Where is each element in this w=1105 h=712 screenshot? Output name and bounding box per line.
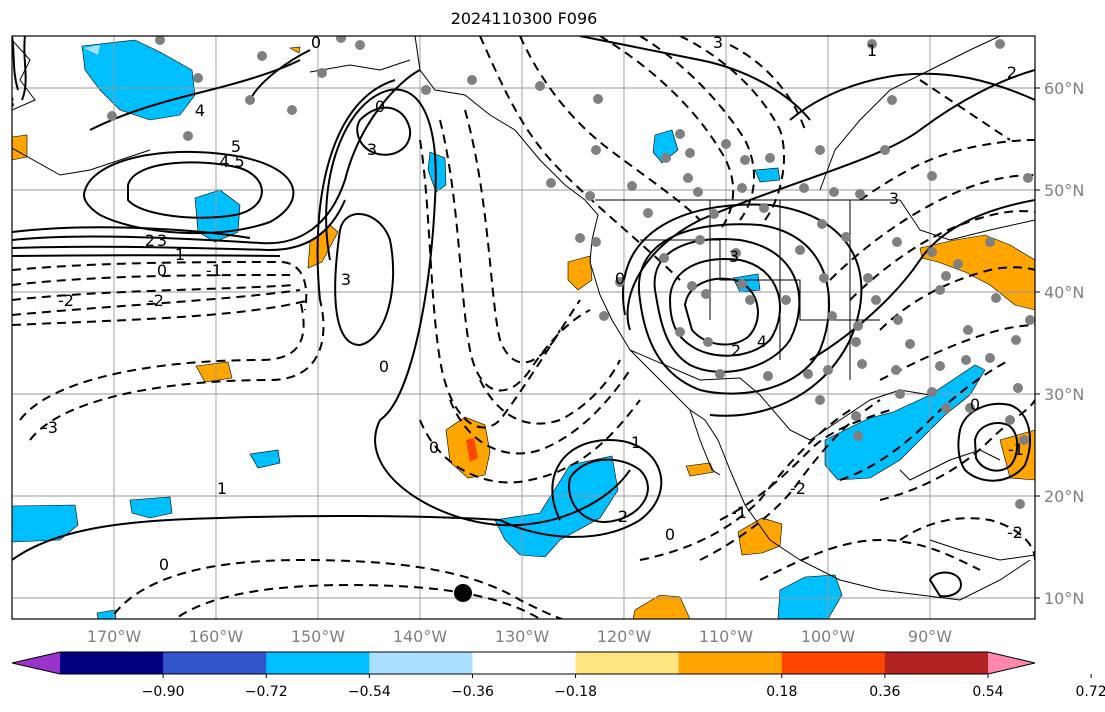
colorbar-box bbox=[369, 652, 473, 674]
colorbar-outline bbox=[11, 651, 1036, 675]
contour-label: 3 bbox=[5, 93, 15, 112]
colorbar-tick-label: 0.36 bbox=[869, 684, 900, 700]
contour-label: -3 bbox=[42, 418, 58, 437]
station-dots bbox=[107, 36, 1035, 509]
latitude-labels: 60°N 50°N 40°N 30°N 20°N 10°N bbox=[1044, 79, 1084, 608]
colorbar-tick-label: 0.54 bbox=[972, 684, 1003, 700]
contour-label: 1 bbox=[175, 245, 185, 264]
colorbar-tick-label: −0.54 bbox=[348, 684, 391, 700]
contour-label: 3 bbox=[157, 231, 167, 250]
lon-label: 100°W bbox=[801, 627, 856, 646]
colorbar-tick-label: −0.90 bbox=[142, 684, 185, 700]
contour-label: 4 bbox=[195, 101, 205, 120]
colorbar-box bbox=[884, 652, 989, 674]
colorbar-box bbox=[163, 652, 267, 674]
colorbar: −0.90 −0.72 −0.54 −0.36 −0.18 0.18 0.36 0.54 0.7… bbox=[11, 651, 1105, 700]
contour-label: 0 bbox=[665, 525, 675, 544]
contour-label: 2 bbox=[731, 341, 741, 360]
contour-label: 1 bbox=[867, 41, 877, 60]
colorbar-tick-label: −0.36 bbox=[451, 684, 494, 700]
negative-anomaly-shading bbox=[12, 39, 986, 619]
contour-label: 0 bbox=[159, 555, 169, 574]
lat-label: 50°N bbox=[1044, 181, 1084, 200]
lon-label: 160°W bbox=[189, 627, 244, 646]
colorbar-box bbox=[472, 652, 577, 674]
colorbar-box bbox=[60, 652, 164, 674]
lat-ticks bbox=[1035, 87, 1040, 599]
colorbar-extend-high bbox=[988, 652, 1035, 674]
colorbar-tick-label: −0.18 bbox=[554, 684, 597, 700]
contour-label: 4.5 bbox=[219, 152, 244, 171]
contour-label: 5 bbox=[231, 137, 241, 156]
lat-lon-grid bbox=[12, 36, 1035, 619]
strong-positive-shading bbox=[466, 438, 478, 462]
contour-label: 0 bbox=[379, 357, 389, 376]
colorbar-box bbox=[266, 652, 370, 674]
lat-label: 20°N bbox=[1044, 487, 1084, 506]
contour-label: 1 bbox=[217, 479, 227, 498]
colorbar-box bbox=[678, 652, 783, 674]
contour-label: -1 bbox=[1008, 440, 1024, 459]
colorbar-box bbox=[781, 652, 886, 674]
contour-label: 2 bbox=[145, 231, 155, 250]
contour-label: 3 bbox=[729, 247, 739, 266]
contour-label: 0 bbox=[615, 269, 625, 288]
colorbar-tick-label: 0.18 bbox=[766, 684, 797, 700]
lat-label: 60°N bbox=[1044, 79, 1084, 98]
map-title: 2024110300 F096 bbox=[450, 9, 598, 28]
lon-label: 120°W bbox=[597, 627, 652, 646]
colorbar-box bbox=[575, 652, 680, 674]
contour-label: -2 bbox=[58, 291, 74, 310]
contour-label: 3 bbox=[889, 189, 899, 208]
contour-label: -2 bbox=[148, 291, 164, 310]
contour-label: 2 bbox=[1007, 63, 1017, 82]
lon-label: 130°W bbox=[495, 627, 550, 646]
contour-label: 1 bbox=[631, 433, 641, 452]
contour-label: -2 bbox=[1007, 523, 1023, 542]
weak-negative-shading bbox=[84, 45, 100, 55]
contour-label: 3 bbox=[367, 140, 377, 159]
contour-label: 0 bbox=[375, 97, 385, 116]
positive-anomaly-shading bbox=[12, 46, 1035, 619]
lat-label: 30°N bbox=[1044, 385, 1084, 404]
lon-label: 140°W bbox=[393, 627, 448, 646]
lon-label: 170°W bbox=[87, 627, 142, 646]
contour-label: 3 bbox=[341, 270, 351, 289]
lon-label: 150°W bbox=[291, 627, 346, 646]
lat-label: 10°N bbox=[1044, 589, 1084, 608]
contour-label: -1 bbox=[206, 261, 222, 280]
hawaii-marker bbox=[454, 584, 472, 602]
colorbar-tick-label: 0.72 bbox=[1076, 684, 1105, 700]
solid-contours bbox=[12, 36, 1035, 598]
contour-label: 4 bbox=[757, 332, 767, 351]
contour-label: 3 bbox=[713, 33, 723, 52]
map-frame bbox=[11, 35, 1036, 620]
colorbar-extend-low bbox=[12, 652, 60, 674]
colorbar-tick-label: −0.72 bbox=[245, 684, 288, 700]
lon-label: 90°W bbox=[908, 627, 952, 646]
contour-label: 0 bbox=[970, 395, 980, 414]
contour-label: -2 bbox=[790, 479, 806, 498]
contour-label: 2 bbox=[618, 507, 628, 526]
contour-label: -1 bbox=[731, 503, 747, 522]
lat-label: 40°N bbox=[1044, 283, 1084, 302]
coastlines bbox=[12, 36, 1035, 601]
contour-label: 0 bbox=[311, 33, 321, 52]
longitude-labels: 170°W 160°W 150°W 140°W 130°W 120°W 110°… bbox=[87, 627, 952, 646]
contour-label: 0 bbox=[429, 438, 439, 457]
lon-label: 110°W bbox=[699, 627, 754, 646]
contour-label: 0 bbox=[157, 261, 167, 280]
